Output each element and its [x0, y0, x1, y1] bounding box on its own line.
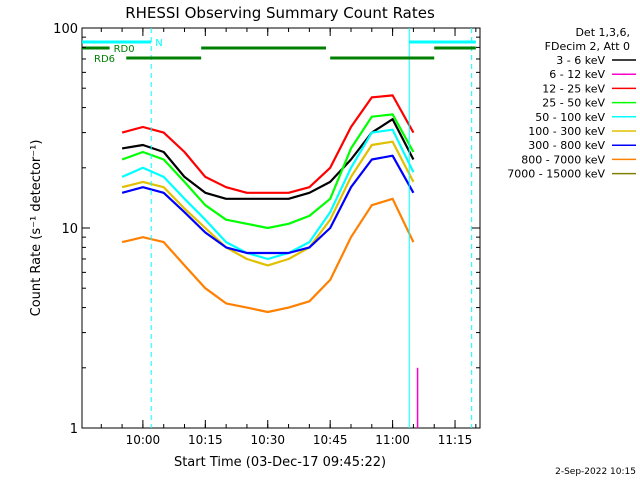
x-tick-label: 10:15 [188, 433, 223, 447]
x-tick-label: 11:15 [438, 433, 473, 447]
legend-entry-label: 300 - 800 keV [528, 139, 605, 152]
footer-date: 2-Sep-2022 10:15 [555, 467, 636, 477]
legend-entry-label: 50 - 100 keV [535, 111, 605, 124]
legend-entry-label: 3 - 6 keV [556, 54, 605, 67]
y-tick-label: 1 [70, 422, 78, 437]
y-axis-label: Count Rate (s⁻¹ detector⁻¹) [29, 140, 44, 317]
legend-entry-label: 12 - 25 keV [542, 82, 605, 95]
axis-layer: 10:00 10:15 10:30 10:45 11:00 11:15 1 10 100 [53, 22, 480, 447]
legend-entry-label: 6 - 12 keV [549, 68, 605, 81]
legend-entry-label: 7000 - 15000 keV [507, 168, 605, 181]
legend-header-line: Det 1,3,6, [575, 26, 630, 39]
attenuator-bar-label: N [155, 38, 162, 49]
legend-header-line: FDecim 2, Att 0 [545, 40, 630, 53]
series-line-4 [121, 113, 415, 230]
x-tick-label: 10:00 [126, 433, 161, 447]
series-line-8 [121, 197, 415, 314]
legend-entry-label: 800 - 7000 keV [521, 153, 605, 166]
legend-entry-label: 25 - 50 keV [542, 97, 605, 110]
chart-title: RHESSI Observing Summary Count Rates [125, 4, 435, 22]
x-tick-label: 10:30 [250, 433, 285, 447]
series-line-3 [121, 94, 415, 194]
series-line-1 [121, 118, 415, 200]
y-tick-label: 10 [61, 222, 78, 237]
x-tick-label: 10:45 [313, 433, 348, 447]
series-layer [121, 94, 419, 428]
y-tick-label: 100 [53, 22, 78, 37]
series-line-5 [121, 128, 415, 261]
attenuator-bar-label: RD0 [114, 44, 135, 55]
legend-entry-label: 100 - 300 keV [528, 125, 605, 138]
series-line-7 [121, 154, 415, 255]
x-axis-label: Start Time (03-Dec-17 09:45:22) [174, 455, 386, 470]
attenuator-bar-label: RD6 [94, 54, 115, 65]
x-tick-label: 11:00 [375, 433, 410, 447]
series-line-6 [121, 140, 415, 267]
